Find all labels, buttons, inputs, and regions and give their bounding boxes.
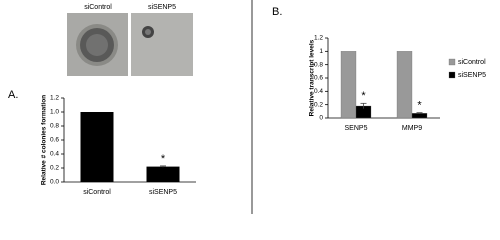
y-tick-label: 1.0	[50, 109, 59, 116]
legend-label: siSENP5	[458, 72, 486, 79]
panel-label: A.	[8, 89, 18, 101]
x-tick-label: MMP9	[402, 125, 422, 132]
bar	[146, 166, 180, 182]
legend-swatch	[448, 71, 456, 79]
y-tick-label: 0.2	[314, 101, 323, 108]
figure: A. siControl siSENP5 Relative # colonies fo…	[8, 0, 486, 214]
y-tick-label: 0.6	[50, 137, 59, 144]
bar	[80, 112, 114, 182]
annotation: *	[361, 90, 366, 102]
y-tick-label: 0.6	[314, 75, 323, 82]
y-tick-label: 1	[319, 48, 323, 55]
bar	[411, 113, 428, 119]
legend-label: siControl	[458, 59, 486, 66]
bar	[396, 51, 413, 119]
legend-swatch	[448, 58, 456, 66]
micrograph	[131, 13, 193, 76]
y-tick-label: 0.4	[50, 151, 59, 158]
y-tick-label: 0.8	[50, 123, 59, 130]
y-tick-label: 0	[319, 115, 323, 122]
y-tick-label: 0.4	[314, 88, 323, 95]
x-tick-label: siSENP5	[149, 189, 177, 196]
x-tick-label: SENP5	[345, 125, 368, 132]
x-tick-label: siControl	[83, 189, 111, 196]
panel-label: B.	[272, 6, 282, 18]
y-tick-label: 0.2	[50, 165, 59, 172]
y-tick-label: 1.2	[314, 35, 323, 42]
annotation: *	[417, 100, 422, 112]
y-axis-label: Relative transcript levels	[309, 39, 316, 116]
annotation: *	[161, 153, 166, 165]
image-label: siControl	[84, 4, 112, 11]
micrograph	[67, 13, 128, 76]
y-tick-label: 0.8	[314, 61, 323, 68]
y-tick-label: 1.2	[50, 95, 59, 102]
bar	[340, 51, 357, 119]
image-label: siSENP5	[148, 4, 176, 11]
y-axis-label: Relative # colonies formation	[41, 95, 48, 185]
y-tick-label: 0.0	[50, 179, 59, 186]
